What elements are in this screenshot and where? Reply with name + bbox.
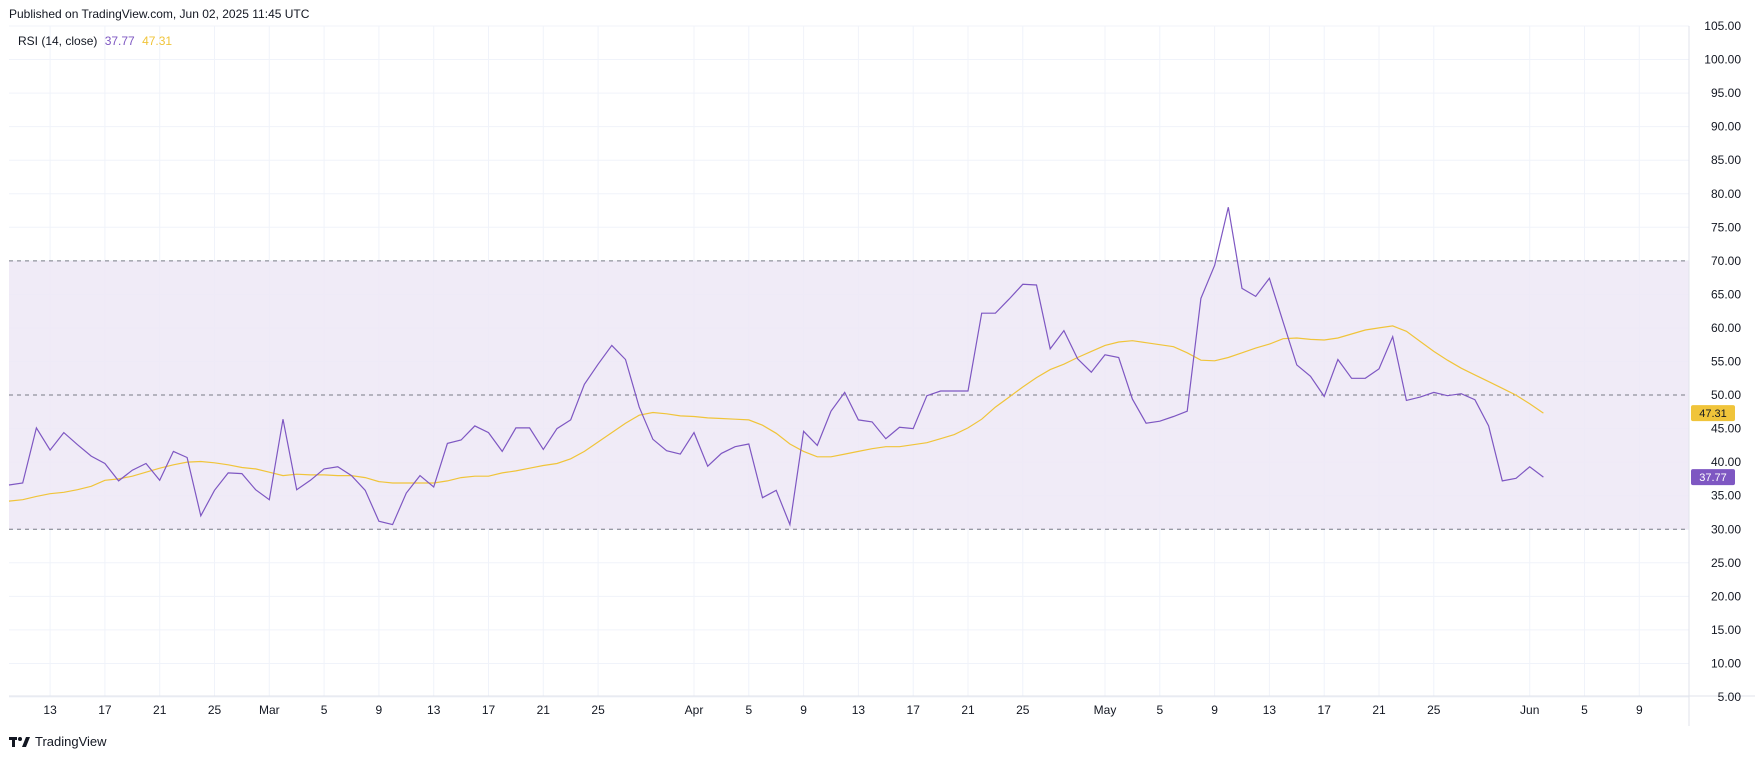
y-tick-label: 105.00	[1704, 19, 1741, 33]
x-tick-label: 21	[153, 703, 167, 717]
x-tick-label: 13	[427, 703, 441, 717]
y-tick-label: 40.00	[1711, 455, 1741, 469]
y-axis-ticks: 5.00 10.00 15.00 20.00 25.00 30.00 35.00 40.00 4…	[1704, 19, 1741, 704]
y-tick-label: 80.00	[1711, 187, 1741, 201]
x-tick-label: 17	[482, 703, 496, 717]
x-tick-label: 9	[376, 703, 383, 717]
badge-rsi-text: 37.77	[1699, 472, 1727, 484]
tradingview-logo[interactable]: TradingView	[9, 734, 107, 749]
x-tick-label: 25	[1427, 703, 1441, 717]
series-line-rsi-ma	[8, 325, 1544, 502]
indicator-legend[interactable]: RSI (14, close) 37.77 47.31	[18, 34, 172, 48]
y-tick-label: 10.00	[1711, 656, 1741, 670]
x-tick-label: 9	[1636, 703, 1643, 717]
x-tick-label: 21	[537, 703, 551, 717]
badge-ma-bg	[1691, 405, 1735, 422]
value-badges: 47.31 37.77	[1691, 405, 1735, 486]
x-tick-label: 13	[852, 703, 866, 717]
y-tick-label: 95.00	[1711, 86, 1741, 100]
y-tick-label: 55.00	[1711, 355, 1741, 369]
y-tick-label: 35.00	[1711, 489, 1741, 503]
tradingview-logo-icon	[9, 736, 30, 747]
y-tick-label: 5.00	[1718, 690, 1742, 704]
legend-ma-value: 47.31	[142, 34, 173, 48]
x-tick-label: May	[1094, 703, 1117, 717]
y-tick-label: 25.00	[1711, 556, 1741, 570]
x-tick-label: 17	[98, 703, 112, 717]
x-tick-label: 5	[745, 703, 752, 717]
y-tick-label: 50.00	[1711, 388, 1741, 402]
y-tick-label: 70.00	[1711, 254, 1741, 268]
x-tick-label: 21	[1372, 703, 1386, 717]
x-axis-ticks: 13 17 21 25 Mar 5 9 13 17 21 25 Apr 5 9 13 17 21 25 May 5 9 1…	[43, 703, 1643, 717]
x-tick-label: 5	[321, 703, 328, 717]
y-tick-label: 60.00	[1711, 321, 1741, 335]
legend-rsi-value: 37.77	[104, 34, 135, 48]
y-tick-label: 20.00	[1711, 589, 1741, 603]
x-tick-label: 9	[800, 703, 807, 717]
y-tick-label: 75.00	[1711, 220, 1741, 234]
y-tick-label: 30.00	[1711, 522, 1741, 536]
y-tick-label: 65.00	[1711, 287, 1741, 301]
series-line-rsi	[8, 207, 1544, 527]
y-tick-label: 45.00	[1711, 422, 1741, 436]
y-tick-label: 100.00	[1704, 53, 1741, 67]
x-tick-label: 25	[208, 703, 222, 717]
x-tick-label: 5	[1156, 703, 1163, 717]
x-tick-label: 21	[961, 703, 975, 717]
x-tick-label: Jun	[1520, 703, 1539, 717]
x-tick-label: Apr	[685, 703, 704, 717]
badge-rsi-bg	[1691, 469, 1735, 486]
y-tick-label: 90.00	[1711, 120, 1741, 134]
x-tick-label: Mar	[259, 703, 280, 717]
x-tick-label: 17	[907, 703, 921, 717]
y-tick-label: 85.00	[1711, 153, 1741, 167]
legend-indicator-name: RSI (14, close)	[18, 34, 98, 48]
x-tick-label: 13	[1263, 703, 1277, 717]
x-tick-label: 17	[1318, 703, 1332, 717]
tradingview-logo-label: TradingView	[35, 734, 107, 749]
x-tick-label: 25	[1016, 703, 1030, 717]
y-tick-label: 15.00	[1711, 623, 1741, 637]
x-tick-label: 13	[43, 703, 57, 717]
published-caption: Published on TradingView.com, Jun 02, 20…	[9, 7, 310, 21]
badge-ma-text: 47.31	[1699, 408, 1727, 420]
x-tick-label: 25	[591, 703, 605, 717]
x-tick-label: 9	[1211, 703, 1218, 717]
x-tick-label: 5	[1581, 703, 1588, 717]
